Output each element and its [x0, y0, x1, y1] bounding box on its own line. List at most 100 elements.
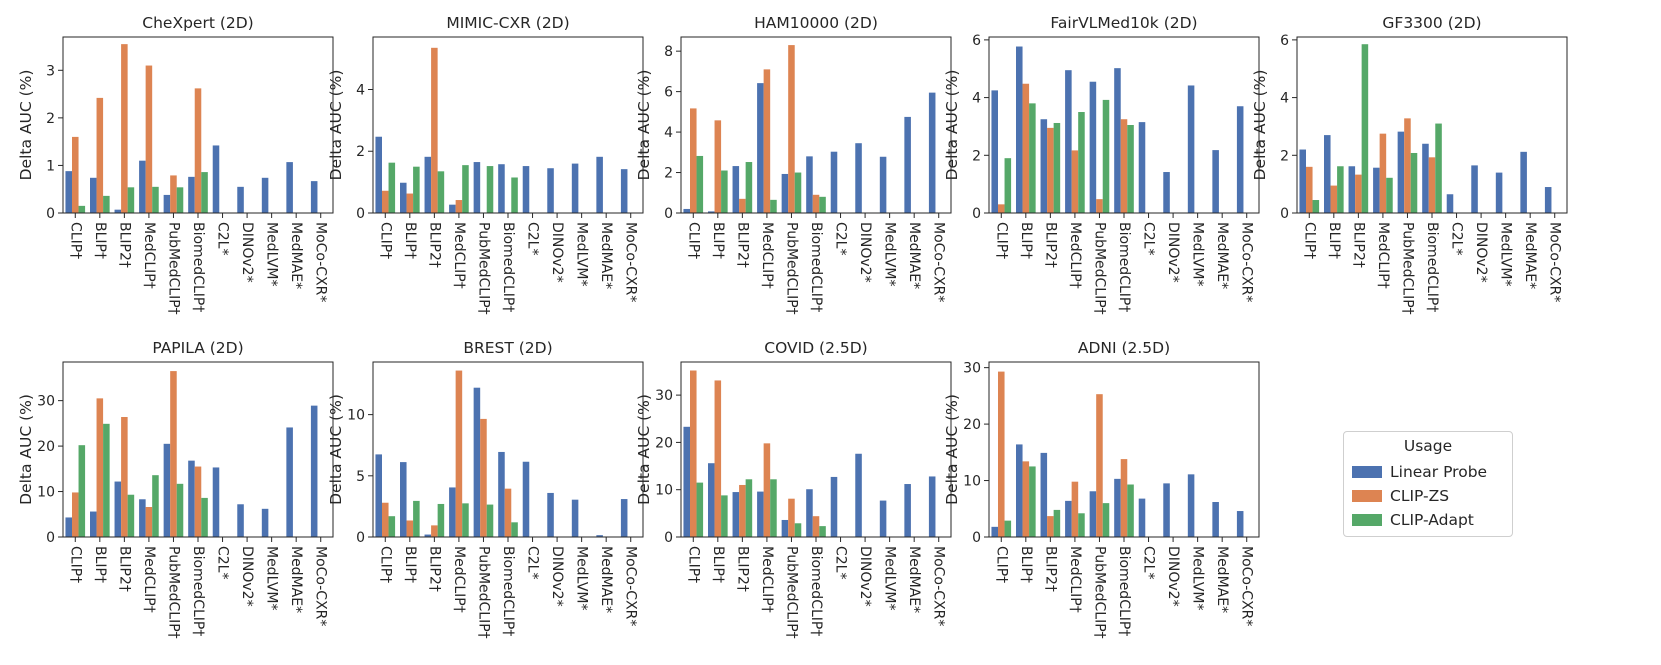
- bar-clip-adapt-biomedclip: [1435, 123, 1442, 213]
- bar-linear-probe-pubmedclip: [1089, 81, 1097, 213]
- bar-linear-probe-medmae: [1520, 151, 1527, 213]
- bar-clip-adapt-blip2: [127, 494, 135, 537]
- x-tick-label: CLIP†: [993, 222, 1009, 259]
- bar-clip-adapt-pubmedclip: [1410, 152, 1418, 213]
- x-tick-label: BLIP†: [1326, 222, 1342, 259]
- bar-clip-zs-blip: [714, 380, 722, 537]
- x-tick-label: C2L*: [1449, 222, 1465, 255]
- x-tick-label: MedMAE*: [1522, 222, 1538, 289]
- legend-label-clip-adapt: CLIP-Adapt: [1390, 511, 1474, 529]
- y-tick-label: 2: [972, 148, 981, 164]
- bar-clip-zs-blip: [96, 97, 104, 213]
- bar-clip-zs-blip: [406, 520, 414, 537]
- bar-clip-adapt-biomedclip: [511, 177, 518, 213]
- bar-linear-probe-blip2: [114, 481, 122, 537]
- y-tick-label: 30: [655, 388, 673, 404]
- x-tick-label: MedLVM*: [264, 222, 280, 287]
- bar-linear-probe-clip: [991, 90, 998, 213]
- bar-clip-adapt-blip: [103, 195, 110, 213]
- bar-clip-adapt-pubmedclip: [176, 187, 184, 213]
- x-tick-label: DINOv2*: [239, 546, 255, 607]
- bar-clip-adapt-biomedclip: [201, 497, 208, 537]
- x-tick-label: MedMAE*: [598, 222, 614, 289]
- bar-linear-probe-blip2: [424, 156, 432, 213]
- bar-clip-adapt-blip2: [745, 162, 753, 213]
- bar-clip-adapt-blip2: [127, 187, 135, 213]
- x-tick-label: MedMAE*: [598, 546, 614, 613]
- y-axis-label: Delta AUC (%): [635, 70, 653, 181]
- bar-linear-probe-moco-cxr: [928, 92, 936, 213]
- bar-linear-probe-c2l: [212, 467, 220, 537]
- bar-clip-adapt-clip: [1312, 200, 1320, 213]
- x-tick-label: BLIP†: [710, 546, 726, 583]
- bar-clip-zs-blip2: [739, 198, 746, 213]
- bar-clip-zs-pubmedclip: [170, 371, 177, 537]
- bar-clip-adapt-blip: [1337, 166, 1344, 213]
- bar-linear-probe-blip: [1016, 444, 1023, 537]
- y-axis-label: Delta AUC (%): [17, 394, 35, 505]
- bar-clip-adapt-medclip: [462, 165, 469, 213]
- x-tick-label: MedMAE*: [1214, 222, 1230, 289]
- x-tick-label: CLIP†: [685, 222, 701, 259]
- bar-clip-zs-blip2: [1047, 516, 1054, 537]
- bar-clip-zs-biomedclip: [504, 488, 512, 537]
- panel-adni-2-5d: ADNI (2.5D) Delta AUC (%) 0 10 20 30 CLIP† BLIP…: [943, 339, 1260, 639]
- bar-linear-probe-clip: [65, 517, 72, 537]
- y-axis-label: Delta AUC (%): [943, 394, 961, 505]
- bar-clip-zs-blip: [1022, 461, 1030, 537]
- bar-clip-zs-pubmedclip: [1404, 118, 1411, 213]
- bar-clip-zs-clip: [72, 136, 79, 213]
- x-tick-label: BLIP2†: [116, 546, 132, 592]
- bar-linear-probe-pubmedclip: [1397, 131, 1405, 213]
- x-tick-label: C2L*: [215, 546, 231, 579]
- x-tick-label: BLIP2†: [426, 546, 442, 592]
- bar-clip-adapt-clip: [696, 155, 704, 213]
- bar-linear-probe-medlvm: [1187, 474, 1195, 537]
- plot-frame: [988, 36, 1260, 214]
- bar-linear-probe-dinov2: [1163, 172, 1170, 213]
- bar-linear-probe-dinov2: [855, 453, 862, 537]
- plot-frame: [372, 361, 644, 538]
- bar-clip-zs-blip2: [121, 44, 128, 214]
- x-tick-label: BLIP2†: [426, 222, 442, 268]
- x-tick-label: BLIP†: [710, 222, 726, 259]
- bar-clip-adapt-blip: [721, 170, 728, 213]
- x-tick-label: MoCo-CXR*: [1239, 546, 1255, 626]
- x-tick-label: BLIP2†: [1350, 222, 1366, 268]
- bar-clip-zs-blip: [96, 398, 104, 537]
- bar-linear-probe-medmae: [1212, 502, 1219, 537]
- y-tick-label: 0: [46, 206, 55, 222]
- bar-clip-zs-blip: [714, 120, 722, 213]
- x-tick-label: MedCLIP†: [451, 222, 467, 289]
- y-tick-label: 6: [1280, 33, 1289, 49]
- bar-linear-probe-medlvm: [1495, 172, 1503, 213]
- bar-clip-zs-pubmedclip: [170, 175, 177, 213]
- x-tick-label: BLIP2†: [1042, 222, 1058, 268]
- bar-linear-probe-medmae: [1212, 150, 1219, 213]
- bar-clip-adapt-pubmedclip: [1102, 503, 1110, 537]
- x-tick-label: MedMAE*: [288, 222, 304, 289]
- x-tick-label: MoCo-CXR*: [931, 546, 947, 626]
- bar-clip-adapt-medclip: [462, 503, 469, 537]
- bar-clip-adapt-blip: [413, 166, 420, 213]
- bar-clip-adapt-pubmedclip: [1102, 99, 1110, 213]
- bar-linear-probe-biomedclip: [188, 176, 195, 213]
- bar-linear-probe-medclip: [757, 491, 764, 537]
- x-tick-label: BLIP2†: [734, 222, 750, 268]
- bar-clip-adapt-biomedclip: [1127, 125, 1134, 213]
- x-tick-label: MedCLIP†: [141, 546, 157, 613]
- x-tick-label: BiomedCLIP†: [500, 546, 516, 636]
- x-tick-label: DINOv2*: [857, 546, 873, 607]
- y-tick-label: 4: [356, 82, 365, 98]
- bar-linear-probe-blip: [708, 463, 715, 537]
- x-tick-label: MedLVM*: [1190, 222, 1206, 287]
- y-axis-label: Delta AUC (%): [635, 394, 653, 505]
- bar-clip-adapt-biomedclip: [819, 526, 826, 537]
- bar-clip-adapt-blip: [413, 500, 420, 537]
- x-tick-label: MedCLIP†: [759, 546, 775, 613]
- x-tick-label: MedLVM*: [882, 222, 898, 287]
- bar-linear-probe-blip2: [732, 166, 740, 213]
- x-tick-label: PubMedCLIP†: [475, 222, 491, 315]
- plot-frame: [680, 361, 952, 538]
